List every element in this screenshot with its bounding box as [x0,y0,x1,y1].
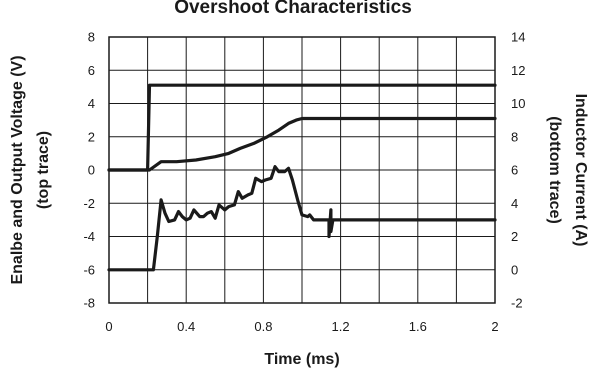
y-left-tick-label: -8 [83,296,95,311]
x-tick-label: 0.8 [254,319,272,334]
y-left-tick-label: 4 [88,96,95,111]
y-right-tick-label: 14 [511,30,525,45]
inductor-current-trace [107,165,497,272]
y-right-tick-label: -2 [511,296,523,311]
grid [109,37,495,303]
y-right-tick-label: 2 [511,229,518,244]
y-right-tick-label: 8 [511,129,518,144]
left-axis-label: Enalbe and Output Voltage (V) (top trace… [9,55,52,284]
right-axis-label: Inductor Current (A) (bottom trace) [546,94,589,247]
x-axis-label: Time (ms) [264,351,339,368]
y-right-tick-label: 12 [511,63,525,78]
chart-title: Overshoot Characteristics [174,0,412,18]
y-left-tick-label: 2 [88,129,95,144]
left-axis-label-line2: (top trace) [35,131,52,209]
x-tick-label: 2 [491,319,498,334]
x-tick-label: 0 [105,319,112,334]
y-left-tick-label: 6 [88,63,95,78]
right-axis-label-line1: Inductor Current (A) [572,94,589,247]
y-left-tick-label: 0 [88,163,95,178]
y-left-tick-label: -6 [83,262,95,277]
x-tick-label: 0.4 [177,319,195,334]
output-voltage-trace [107,116,497,172]
y-left-tick-label: -4 [83,229,95,244]
series-lines [107,83,497,272]
y-right-tick-label: 10 [511,96,525,111]
y-right-tick-label: 6 [511,163,518,178]
x-tick-label: 1.6 [409,319,427,334]
left-axis-label-line1: Enalbe and Output Voltage (V) [9,55,26,284]
y-right-tick-label: 4 [511,196,518,211]
y-right-tick-label: 0 [511,262,518,277]
tick-labels: 0 0.4 0.8 1.2 1.6 2 8 6 4 2 0 -2 -4 -6 -8 14 12 10 8 6 4 2 0 -2 [83,30,525,335]
y-left-tick-label: 8 [88,30,95,45]
right-axis-label-line2: (bottom trace) [546,116,563,224]
x-tick-label: 1.2 [332,319,350,334]
y-left-tick-label: -2 [83,196,95,211]
